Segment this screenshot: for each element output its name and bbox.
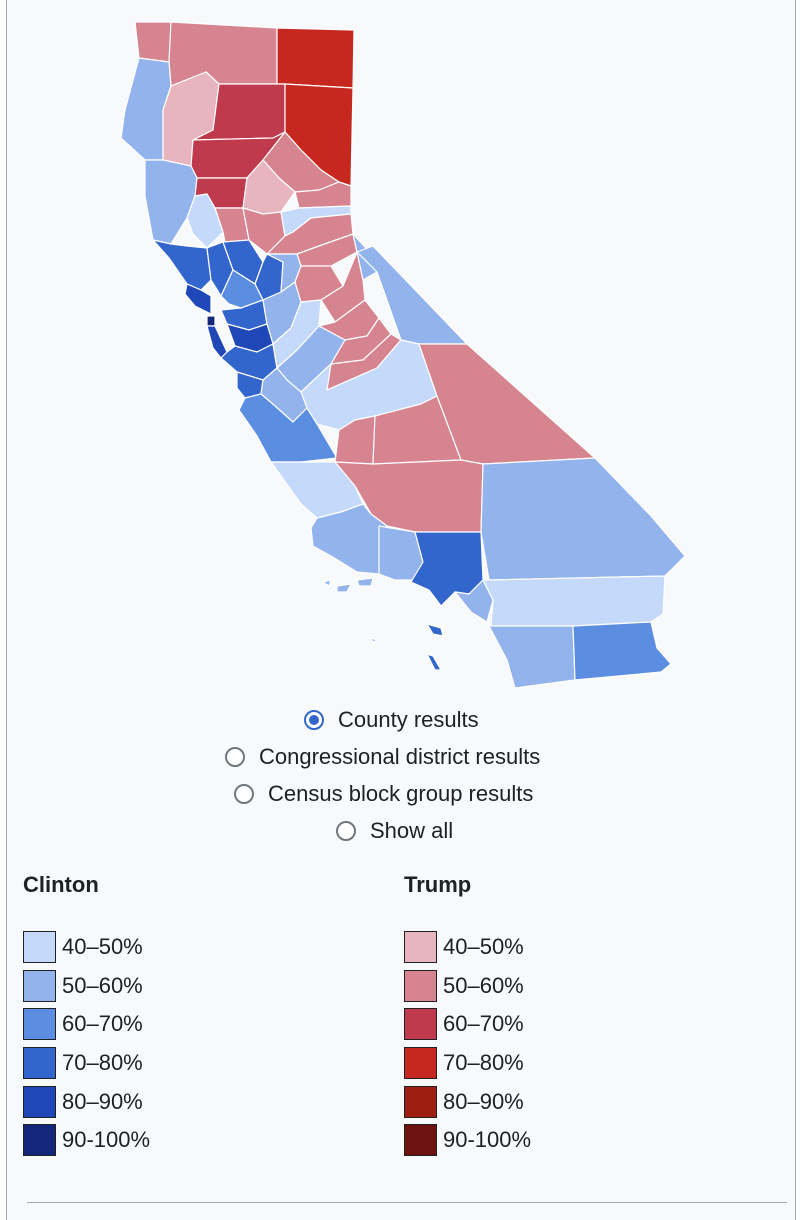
county-los-angeles[interactable] xyxy=(410,531,484,607)
island-san-clemente xyxy=(426,653,442,671)
radio-congressional-district-results[interactable]: Congressional district results xyxy=(225,744,540,770)
legend-item: 80–90% xyxy=(404,1082,531,1121)
legend-trump: 40–50% 50–60% 60–70% 70–80% 80–90% 90-10… xyxy=(404,928,531,1160)
legend-label: 40–50% xyxy=(62,934,143,960)
island-small xyxy=(370,637,378,643)
radio-county-results[interactable]: County results xyxy=(304,707,479,733)
legend-label: 90-100% xyxy=(443,1127,532,1153)
legend-title-trump: Trump xyxy=(404,872,472,897)
radio-button[interactable] xyxy=(304,710,324,730)
legend-item: 40–50% xyxy=(404,928,531,967)
legend-label: 70–80% xyxy=(443,1050,524,1076)
county-marin[interactable] xyxy=(184,283,212,315)
legend-swatch xyxy=(404,1085,437,1118)
county-sonoma[interactable] xyxy=(152,239,212,291)
legend-swatch xyxy=(404,969,437,1002)
legend-label: 70–80% xyxy=(62,1050,143,1076)
legend-swatch xyxy=(23,1047,56,1080)
legend-swatch xyxy=(404,931,437,964)
radio-label: Census block group results xyxy=(268,781,534,806)
legend-label: 40–50% xyxy=(443,934,524,960)
island-channel-1 xyxy=(322,579,332,587)
county-san-bernardino[interactable] xyxy=(480,457,686,581)
legend-label: 60–70% xyxy=(62,1011,143,1037)
section-divider xyxy=(27,1202,787,1203)
legend-clinton: 40–50% 50–60% 60–70% 70–80% 80–90% 90-10… xyxy=(23,928,150,1160)
island-channel-3 xyxy=(356,577,374,587)
county-imperial[interactable] xyxy=(572,621,672,681)
legend-label: 60–70% xyxy=(443,1011,524,1037)
radio-label: County results xyxy=(338,707,479,732)
legend-item: 90-100% xyxy=(404,1121,531,1160)
legend-swatch xyxy=(404,1008,437,1041)
legend-item: 70–80% xyxy=(23,1044,150,1083)
county-monterey[interactable] xyxy=(238,393,338,463)
legend-item: 50–60% xyxy=(23,967,150,1006)
infobox-panel: County results Congressional district re… xyxy=(6,0,796,1220)
legend-title-clinton: Clinton xyxy=(23,872,99,897)
legend-item: 60–70% xyxy=(23,1005,150,1044)
legend-swatch xyxy=(23,1008,56,1041)
legend-swatch xyxy=(23,931,56,964)
radio-button[interactable] xyxy=(336,821,356,841)
radio-label: Show all xyxy=(370,818,454,843)
county-san-diego[interactable] xyxy=(486,621,576,689)
county-mendocino[interactable] xyxy=(144,159,198,245)
legend-swatch xyxy=(404,1047,437,1080)
radio-button[interactable] xyxy=(225,747,245,767)
county-siskiyou[interactable] xyxy=(168,21,278,87)
county-riverside[interactable] xyxy=(482,575,666,627)
legend-swatch xyxy=(23,969,56,1002)
legend-item: 70–80% xyxy=(404,1044,531,1083)
county-san-mateo[interactable] xyxy=(206,325,228,359)
legend-label: 50–60% xyxy=(62,972,143,998)
legend-item: 90-100% xyxy=(23,1121,150,1160)
legend-swatch xyxy=(23,1124,56,1157)
county-del-norte[interactable] xyxy=(134,21,172,63)
legend-swatch xyxy=(23,1085,56,1118)
radio-census-block-group-results[interactable]: Census block group results xyxy=(234,781,533,807)
county-san-francisco[interactable] xyxy=(206,315,216,327)
legend-item: 50–60% xyxy=(404,967,531,1006)
island-santa-catalina xyxy=(426,623,444,637)
california-county-map[interactable] xyxy=(7,0,797,700)
island-channel-2 xyxy=(336,583,352,593)
legend-label: 50–60% xyxy=(443,972,524,998)
radio-button[interactable] xyxy=(234,784,254,804)
legend-item: 80–90% xyxy=(23,1082,150,1121)
radio-label: Congressional district results xyxy=(259,744,541,769)
legend-label: 80–90% xyxy=(62,1088,143,1114)
legend-item: 60–70% xyxy=(404,1005,531,1044)
legend-label: 90-100% xyxy=(62,1127,151,1153)
legend-swatch xyxy=(404,1124,437,1157)
legend-item: 40–50% xyxy=(23,928,150,967)
county-modoc[interactable] xyxy=(276,27,355,89)
radio-show-all[interactable]: Show all xyxy=(336,818,453,844)
legend-label: 80–90% xyxy=(443,1088,524,1114)
